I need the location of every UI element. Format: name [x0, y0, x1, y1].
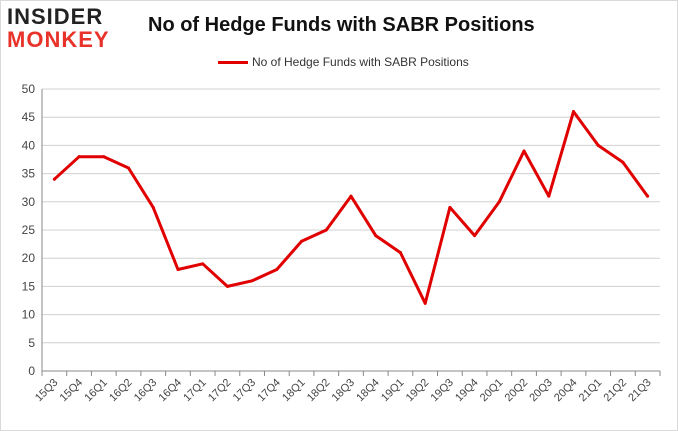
x-tick-label: 15Q3 — [33, 377, 61, 405]
y-tick-label: 30 — [22, 195, 36, 209]
data-point — [77, 155, 81, 159]
x-tick-label: 19Q2 — [404, 377, 432, 405]
data-point — [52, 177, 56, 181]
data-point — [374, 234, 378, 238]
data-point — [448, 205, 452, 209]
x-tick-label: 17Q1 — [181, 377, 209, 405]
y-tick-label: 0 — [28, 364, 35, 378]
x-tick-label: 21Q3 — [626, 377, 654, 405]
x-tick-label: 19Q4 — [453, 377, 481, 405]
y-tick-label: 25 — [22, 223, 36, 237]
y-tick-label: 20 — [22, 251, 36, 265]
data-point — [646, 194, 650, 198]
data-point — [497, 200, 501, 204]
x-tick-label: 15Q4 — [58, 377, 86, 405]
data-point — [398, 251, 402, 255]
x-tick-label: 21Q1 — [577, 377, 605, 405]
data-point — [324, 228, 328, 232]
y-tick-label: 15 — [22, 279, 36, 293]
data-point — [349, 194, 353, 198]
x-tick-label: 20Q1 — [478, 377, 506, 405]
x-tick-label: 18Q4 — [354, 377, 382, 405]
data-point — [547, 194, 551, 198]
x-tick-label: 17Q3 — [231, 377, 259, 405]
legend-label: No of Hedge Funds with SABR Positions — [252, 55, 469, 69]
x-tick-label: 17Q4 — [255, 377, 283, 405]
y-tick-label: 40 — [22, 138, 36, 152]
series-line — [52, 110, 650, 305]
legend: No of Hedge Funds with SABR Positions — [218, 54, 469, 70]
x-tick-label: 19Q1 — [379, 377, 407, 405]
data-point — [275, 267, 279, 271]
x-tick-label: 20Q2 — [503, 377, 531, 405]
x-tick-label: 18Q3 — [330, 377, 358, 405]
y-tick-label: 5 — [28, 336, 35, 350]
data-point — [300, 239, 304, 243]
x-tick-label: 16Q3 — [132, 377, 160, 405]
data-point — [225, 284, 229, 288]
x-tick-label: 19Q3 — [428, 377, 456, 405]
x-tick-label: 16Q2 — [107, 377, 135, 405]
data-point — [151, 205, 155, 209]
x-tick-label: 17Q2 — [206, 377, 234, 405]
chart-title: No of Hedge Funds with SABR Positions — [148, 14, 535, 36]
data-point — [473, 234, 477, 238]
x-tick-label: 16Q4 — [157, 377, 185, 405]
y-tick-label: 10 — [22, 308, 36, 322]
data-point — [621, 160, 625, 164]
x-tick-label: 20Q3 — [527, 377, 555, 405]
x-tick-label: 18Q1 — [280, 377, 308, 405]
y-tick-label: 35 — [22, 167, 36, 181]
y-tick-label: 50 — [22, 82, 36, 96]
data-point — [423, 301, 427, 305]
logo-line-1: INSIDER — [7, 4, 104, 29]
data-point — [571, 110, 575, 114]
x-tick-label: 18Q2 — [305, 377, 333, 405]
data-point — [596, 143, 600, 147]
legend-swatch — [218, 60, 248, 64]
data-point — [522, 149, 526, 153]
x-tick-label: 21Q2 — [602, 377, 630, 405]
data-point — [250, 279, 254, 283]
data-point — [176, 267, 180, 271]
logo-line-2: MONKEY — [7, 27, 110, 52]
x-tick-label: 16Q1 — [82, 377, 110, 405]
data-point — [201, 262, 205, 266]
y-tick-label: 45 — [22, 110, 36, 124]
data-point — [127, 166, 131, 170]
x-tick-label: 20Q4 — [552, 377, 580, 405]
data-point — [102, 155, 106, 159]
insider-monkey-logo: INSIDER MONKEY — [7, 6, 129, 54]
